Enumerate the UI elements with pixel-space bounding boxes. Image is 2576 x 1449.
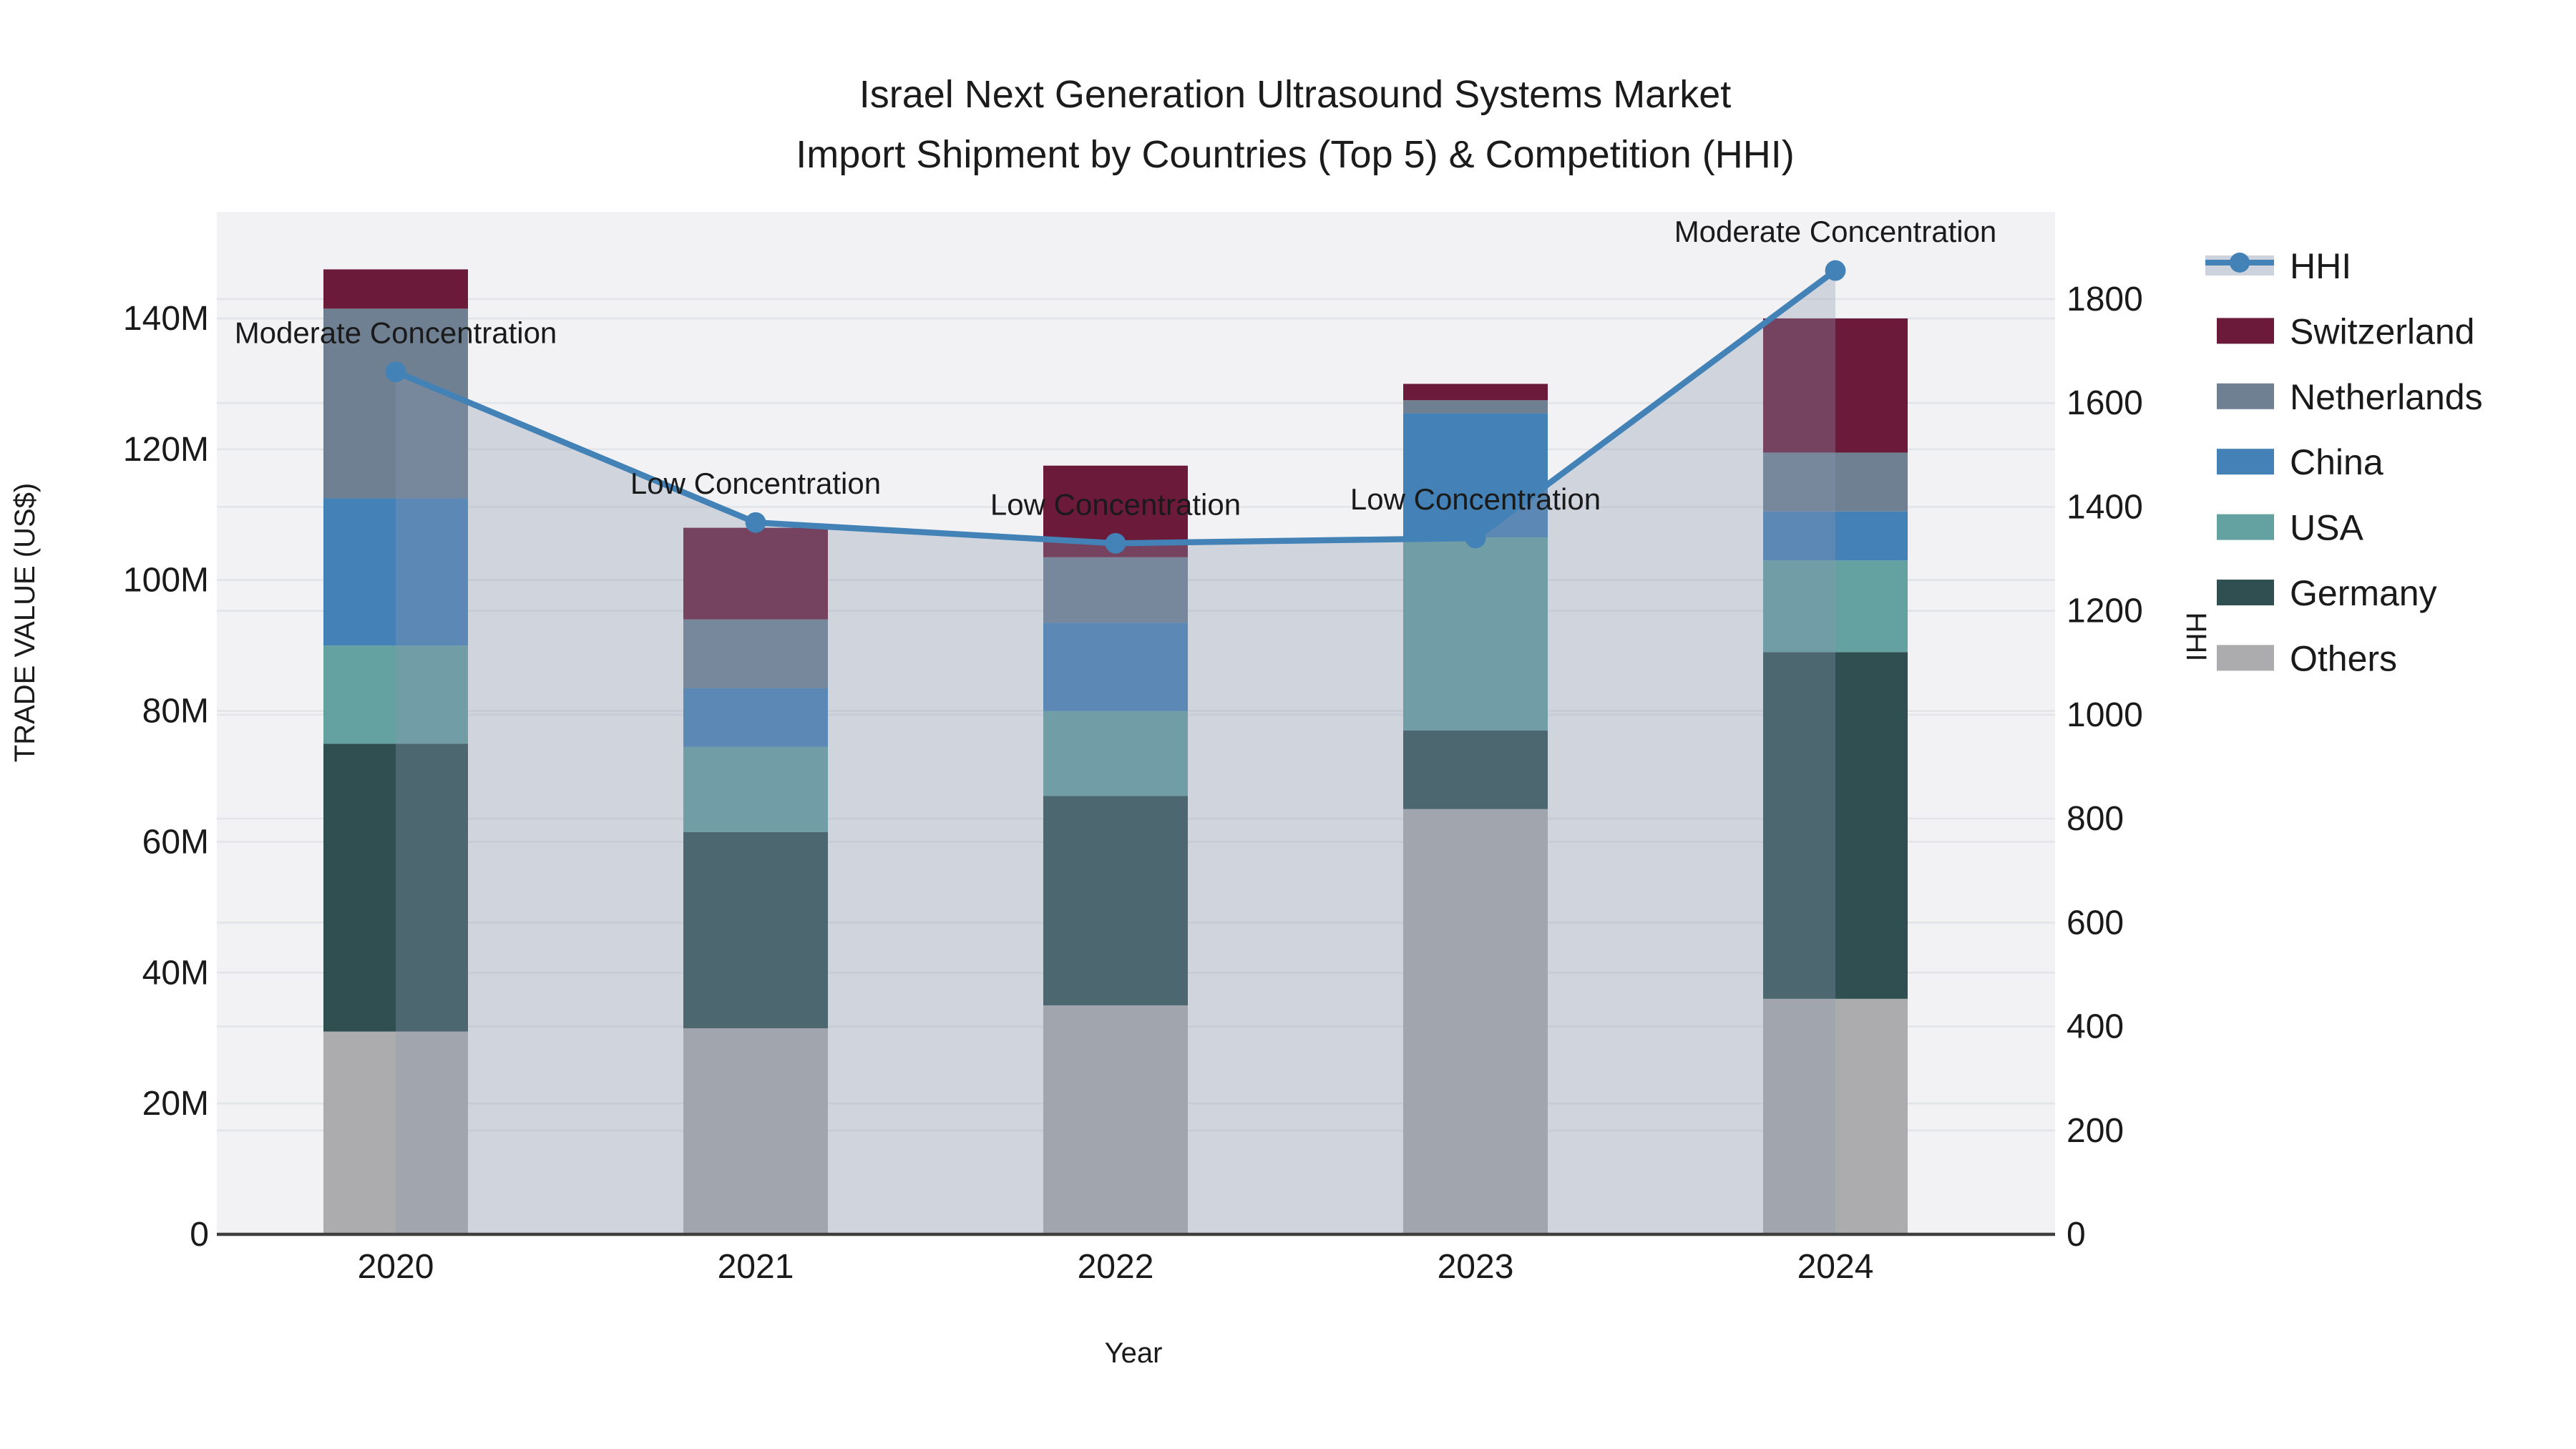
y-left-tick-3: 60M xyxy=(142,823,209,861)
bar-segment-netherlands-2020 xyxy=(323,308,468,499)
bar-segment-others-2023 xyxy=(1403,809,1548,1234)
y-left-tick-4: 80M xyxy=(142,693,209,731)
legend-label-switzerland: Switzerland xyxy=(2290,311,2474,351)
bar-segment-others-2024 xyxy=(1763,998,1908,1234)
x-tick-2023: 2023 xyxy=(1438,1248,1514,1286)
bar-segment-germany-2022 xyxy=(1043,796,1188,1006)
x-axis-title: Year xyxy=(1105,1337,1163,1369)
legend-swatch-germany xyxy=(2217,580,2274,605)
annotation-2023: Low Concentration xyxy=(1350,482,1601,516)
hhi-area-fill xyxy=(396,270,1835,1235)
bar-segment-usa-2024 xyxy=(1763,560,1908,653)
bar-segment-netherlands-2022 xyxy=(1043,557,1188,623)
bar-segment-others-2021 xyxy=(683,1028,828,1234)
legend-item-china[interactable]: China xyxy=(2217,442,2384,482)
y-right-tick-2: 400 xyxy=(2067,1008,2124,1046)
bar-segment-switzerland-2020 xyxy=(323,269,468,309)
y-right-tick-3: 600 xyxy=(2067,904,2124,942)
y-right-tick-0: 0 xyxy=(2067,1216,2086,1254)
legend-swatch-netherlands xyxy=(2217,383,2274,409)
bar-group-2021 xyxy=(683,527,828,1234)
y-left-tick-5: 100M xyxy=(123,562,209,600)
y-right-tick-6: 1200 xyxy=(2067,592,2143,630)
legend-item-germany[interactable]: Germany xyxy=(2217,573,2437,613)
y-right-tick-5: 1000 xyxy=(2067,696,2143,734)
bar-segment-netherlands-2023 xyxy=(1403,400,1548,414)
legend-label-hhi: HHI xyxy=(2290,246,2351,286)
y-left-tick-0: 0 xyxy=(190,1216,209,1254)
bar-group-2020 xyxy=(323,269,468,1234)
x-tick-2022: 2022 xyxy=(1078,1248,1154,1286)
legend-item-switzerland[interactable]: Switzerland xyxy=(2217,311,2474,351)
bar-segment-others-2022 xyxy=(1043,1005,1188,1234)
bar-group-2022 xyxy=(1043,465,1188,1234)
hhi-marker-2023 xyxy=(1465,527,1486,549)
legend-item-usa[interactable]: USA xyxy=(2217,508,2363,548)
y-left-tick-1: 20M xyxy=(142,1085,209,1123)
bar-segment-china-2024 xyxy=(1763,511,1908,561)
hhi-marker-2020 xyxy=(385,361,406,383)
annotation-2024: Moderate Concentration xyxy=(1674,215,1997,248)
y-right-tick-1: 200 xyxy=(2067,1112,2124,1150)
bar-segment-switzerland-2023 xyxy=(1403,384,1548,401)
legend-label-china: China xyxy=(2290,442,2384,482)
bar-segment-china-2020 xyxy=(323,498,468,646)
y-left-tick-7: 140M xyxy=(123,300,209,338)
bar-group-2023 xyxy=(1403,384,1548,1234)
bar-segment-china-2022 xyxy=(1043,623,1188,711)
bar-segment-usa-2021 xyxy=(683,746,828,832)
bar-segment-others-2020 xyxy=(323,1031,468,1234)
annotation-2022: Low Concentration xyxy=(990,487,1241,521)
legend-swatch-usa xyxy=(2217,514,2274,540)
hhi-marker-2021 xyxy=(745,512,766,533)
bar-segment-germany-2024 xyxy=(1763,652,1908,999)
legend-label-usa: USA xyxy=(2290,508,2363,548)
chart-title-line1: Israel Next Generation Ultrasound System… xyxy=(859,73,1731,116)
bar-segment-usa-2022 xyxy=(1043,711,1188,796)
hhi-marker-2022 xyxy=(1105,532,1126,554)
bar-segment-netherlands-2021 xyxy=(683,619,828,688)
annotation-2020: Moderate Concentration xyxy=(235,316,557,350)
legend: HHI Switzerland Netherlands China USA Germany… xyxy=(2205,246,2483,678)
y-right-tick-4: 800 xyxy=(2067,800,2124,838)
bar-segment-germany-2023 xyxy=(1403,731,1548,809)
x-tick-2020: 2020 xyxy=(358,1248,434,1286)
legend-item-others[interactable]: Others xyxy=(2217,638,2397,678)
legend-swatch-others xyxy=(2217,645,2274,671)
y-right-tick-7: 1400 xyxy=(2067,488,2143,526)
bar-segment-germany-2020 xyxy=(323,743,468,1032)
bar-segment-netherlands-2024 xyxy=(1763,452,1908,512)
y-right-axis-title: HHI xyxy=(2180,613,2212,662)
bar-segment-usa-2020 xyxy=(323,645,468,744)
bar-segment-switzerland-2021 xyxy=(683,527,828,620)
x-tick-2024: 2024 xyxy=(1797,1248,1874,1286)
bar-group-2024 xyxy=(1763,318,1908,1234)
legend-hhi-marker-swatch xyxy=(2230,253,2250,273)
legend-label-germany: Germany xyxy=(2290,573,2437,613)
legend-item-hhi[interactable]: HHI xyxy=(2205,246,2351,286)
bar-segment-switzerland-2024 xyxy=(1763,318,1908,453)
y-right-tick-8: 1600 xyxy=(2067,384,2143,422)
legend-label-netherlands: Netherlands xyxy=(2290,377,2483,417)
legend-item-netherlands[interactable]: Netherlands xyxy=(2217,377,2483,417)
legend-swatch-switzerland xyxy=(2217,318,2274,344)
bar-segment-china-2023 xyxy=(1403,413,1548,538)
y-left-axis-title: TRADE VALUE (US$) xyxy=(9,483,41,762)
x-tick-2021: 2021 xyxy=(718,1248,794,1286)
bar-segment-usa-2023 xyxy=(1403,537,1548,731)
bar-segment-germany-2021 xyxy=(683,831,828,1029)
hhi-marker-2024 xyxy=(1825,260,1846,281)
chart-title-line2: Import Shipment by Countries (Top 5) & C… xyxy=(796,133,1795,176)
annotation-2021: Low Concentration xyxy=(630,467,881,500)
stacked-bars xyxy=(323,269,1908,1234)
bar-segment-china-2021 xyxy=(683,688,828,747)
legend-swatch-china xyxy=(2217,449,2274,475)
y-right-tick-9: 1800 xyxy=(2067,280,2143,318)
y-left-tick-2: 40M xyxy=(142,954,209,992)
legend-label-others: Others xyxy=(2290,638,2397,678)
y-left-tick-6: 120M xyxy=(123,431,209,469)
